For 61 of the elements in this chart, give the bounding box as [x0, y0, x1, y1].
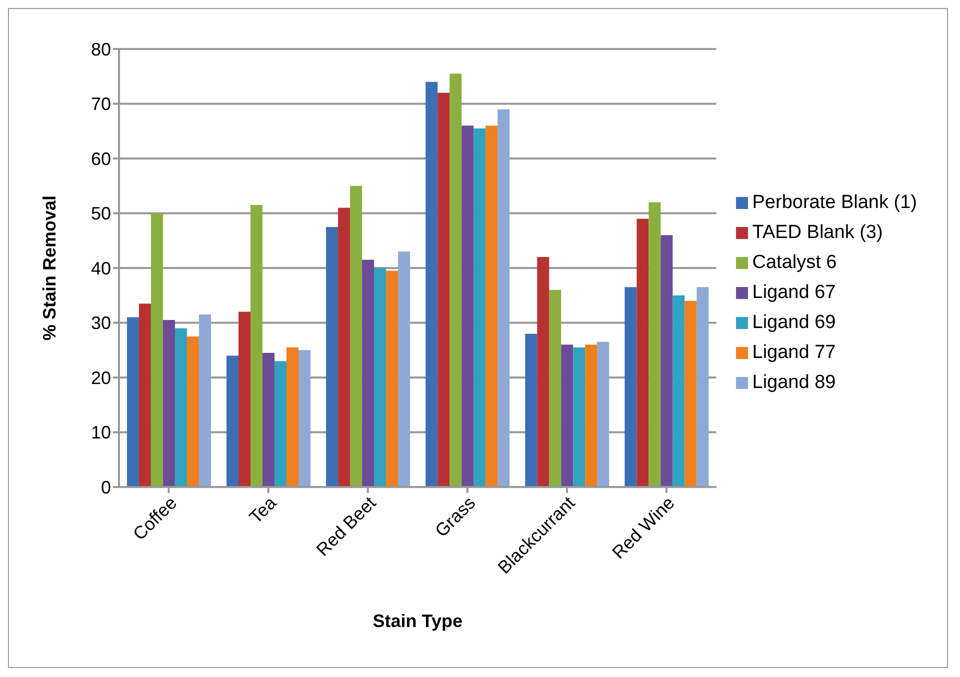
bar — [648, 202, 661, 487]
bar — [624, 287, 637, 487]
bar — [474, 128, 486, 487]
bar — [450, 74, 462, 487]
y-tick-label: 10 — [90, 422, 111, 443]
bar — [262, 352, 275, 487]
legend-label: Ligand 67 — [752, 282, 836, 303]
bar — [250, 205, 263, 487]
y-tick-label: 20 — [90, 368, 111, 388]
bar — [660, 235, 673, 487]
legend-label: Ligand 69 — [752, 312, 836, 333]
bar — [438, 92, 450, 487]
legend-label: TAED Blank (3) — [752, 222, 883, 243]
bar — [326, 226, 338, 487]
y-tick-label: 0 — [100, 477, 111, 498]
bar — [498, 109, 510, 487]
bar — [486, 126, 498, 487]
y-tick-label: 80 — [90, 39, 111, 60]
bar — [426, 82, 438, 487]
legend-label: Catalyst 6 — [752, 252, 837, 273]
bar — [386, 270, 398, 487]
bar — [150, 213, 163, 487]
y-tick-label: 30 — [90, 313, 111, 334]
bar — [350, 186, 362, 487]
bar — [374, 268, 386, 487]
legend-label: Perborate Blank (1) — [752, 192, 917, 213]
legend-label: Ligand 77 — [752, 342, 836, 363]
bar — [672, 295, 685, 487]
bar — [684, 300, 697, 487]
y-tick-label: 70 — [90, 94, 111, 114]
bar — [186, 336, 199, 487]
bar — [561, 344, 574, 487]
bar — [462, 126, 474, 487]
bar — [398, 252, 410, 487]
bar — [338, 208, 350, 487]
y-tick-label: 50 — [90, 204, 111, 224]
bar — [597, 342, 610, 487]
bar — [362, 260, 374, 487]
bar — [298, 350, 311, 487]
bar — [286, 347, 299, 487]
y-tick-label: 40 — [90, 258, 111, 278]
legend-label: Ligand 89 — [752, 372, 836, 393]
bar — [198, 314, 211, 487]
bar — [174, 328, 187, 487]
y-tick-label: 60 — [90, 148, 111, 169]
bar — [585, 344, 598, 487]
bar — [537, 257, 550, 487]
bar — [238, 312, 251, 487]
bar — [162, 320, 175, 487]
bar — [138, 304, 151, 487]
bar — [525, 334, 538, 487]
x-tick-label: Tea — [246, 492, 281, 528]
bar — [226, 356, 239, 487]
x-axis-title: Stain Type — [372, 611, 462, 631]
bar — [274, 361, 287, 487]
bar — [549, 290, 562, 487]
bar — [696, 287, 709, 487]
bar — [573, 347, 586, 487]
bar — [636, 218, 649, 487]
y-axis-title: % Stain Removal — [39, 195, 60, 341]
bar — [126, 317, 139, 487]
